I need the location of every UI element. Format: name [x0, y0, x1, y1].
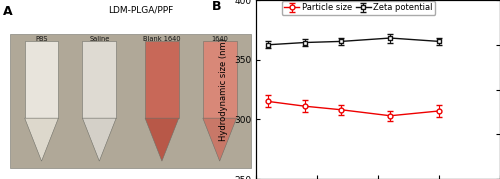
- Legend: Particle size, Zeta potential: Particle size, Zeta potential: [282, 1, 436, 15]
- Polygon shape: [82, 118, 116, 161]
- FancyBboxPatch shape: [82, 41, 116, 118]
- FancyBboxPatch shape: [145, 41, 179, 118]
- Text: 1640: 1640: [211, 36, 228, 42]
- Text: PBS: PBS: [36, 36, 48, 42]
- Polygon shape: [24, 118, 58, 161]
- FancyBboxPatch shape: [24, 41, 58, 118]
- Polygon shape: [203, 118, 236, 161]
- Polygon shape: [145, 118, 179, 161]
- Text: B: B: [212, 0, 222, 13]
- Text: A: A: [2, 5, 12, 18]
- Text: Saline: Saline: [89, 36, 110, 42]
- FancyBboxPatch shape: [203, 41, 236, 118]
- Y-axis label: Hydrodynamic size (nm): Hydrodynamic size (nm): [220, 38, 228, 141]
- FancyBboxPatch shape: [10, 34, 251, 168]
- Text: LDM-PLGA/PPF: LDM-PLGA/PPF: [108, 5, 174, 14]
- Text: Blank 1640: Blank 1640: [143, 36, 180, 42]
